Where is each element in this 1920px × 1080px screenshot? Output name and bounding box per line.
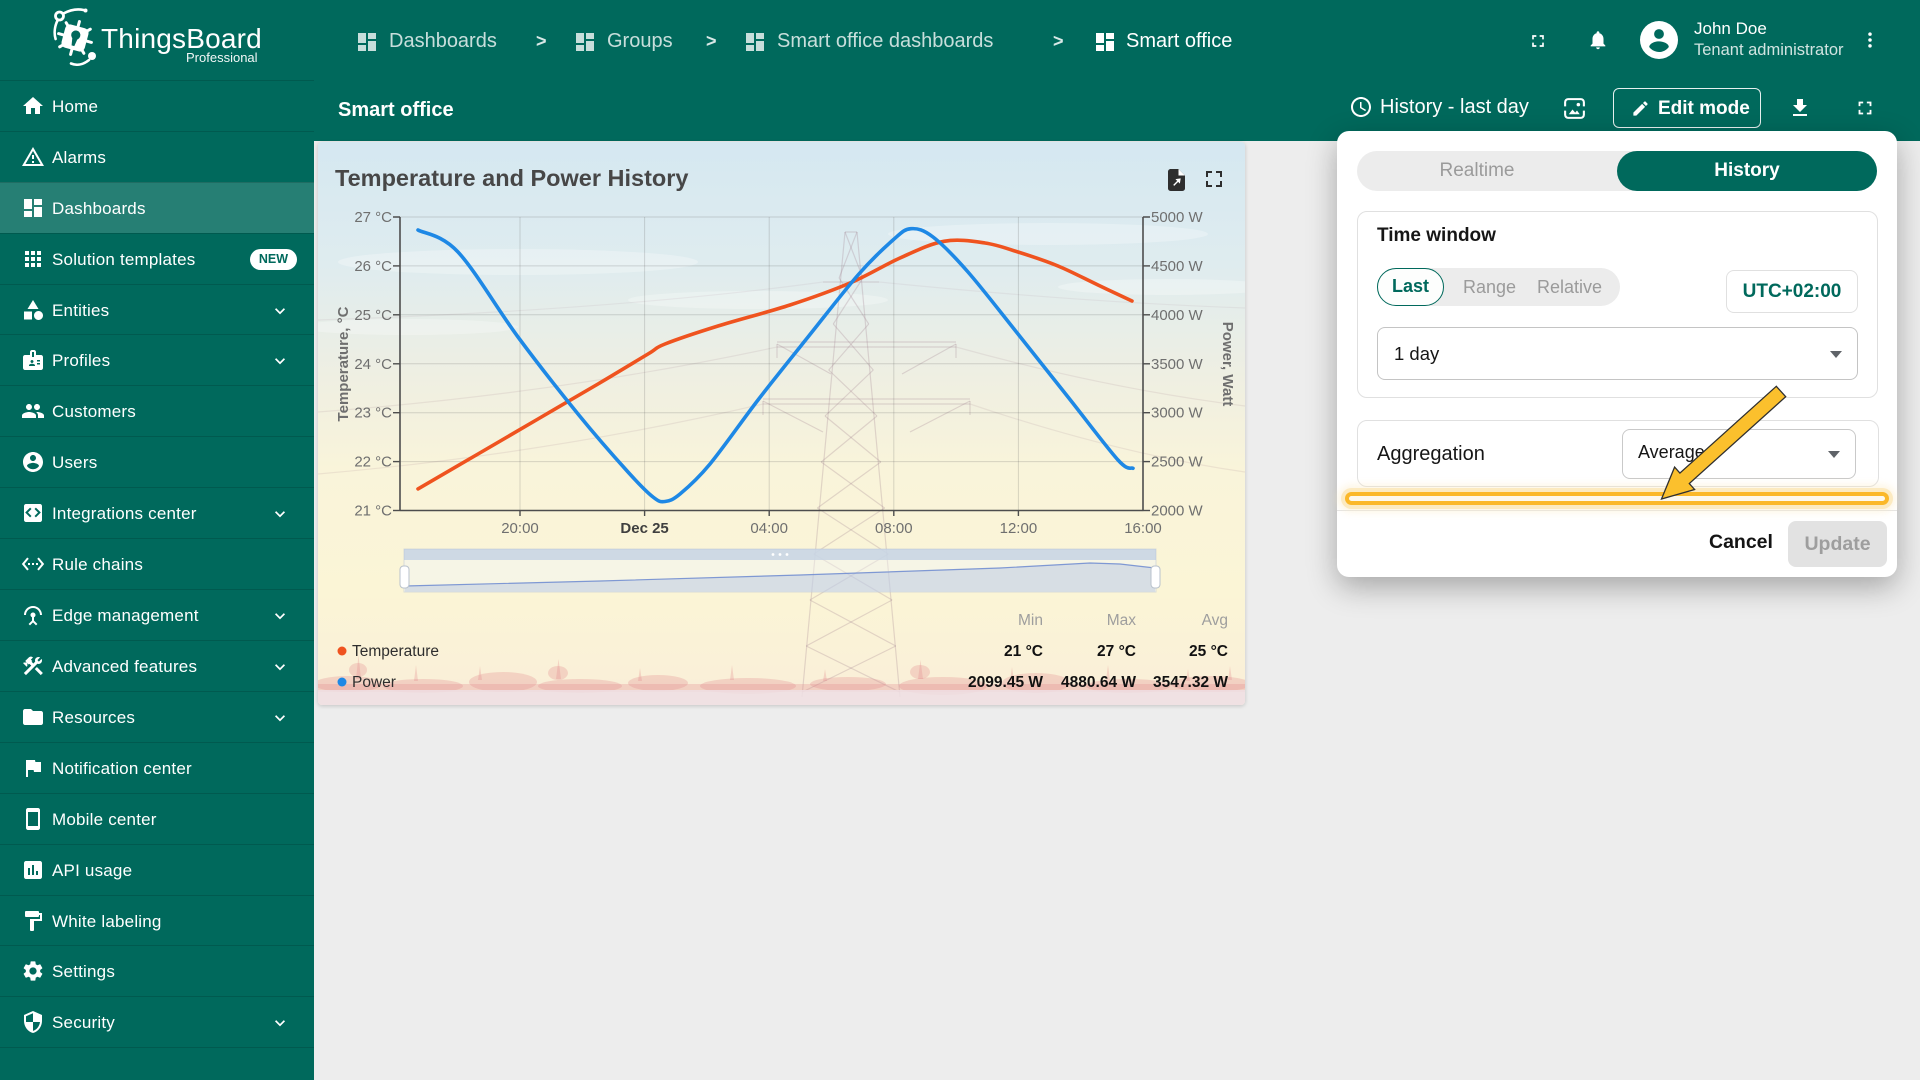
svg-text:21 °C: 21 °C bbox=[1004, 643, 1043, 660]
svg-text:2500 W: 2500 W bbox=[1151, 454, 1204, 471]
svg-text:Max: Max bbox=[1107, 612, 1137, 629]
svg-text:25 °C: 25 °C bbox=[1189, 643, 1228, 660]
svg-text:3547.32 W: 3547.32 W bbox=[1153, 674, 1228, 691]
svg-text:5000 W: 5000 W bbox=[1151, 209, 1204, 226]
svg-text:Min: Min bbox=[1018, 612, 1043, 629]
svg-text:Temperature, °C: Temperature, °C bbox=[335, 306, 352, 421]
svg-text:21 °C: 21 °C bbox=[354, 503, 392, 520]
svg-text:Power: Power bbox=[352, 674, 396, 691]
svg-text:3000 W: 3000 W bbox=[1151, 405, 1204, 422]
svg-text:4000 W: 4000 W bbox=[1151, 307, 1204, 324]
svg-text:4500 W: 4500 W bbox=[1151, 258, 1204, 275]
svg-text:16:00: 16:00 bbox=[1124, 520, 1162, 537]
svg-text:26 °C: 26 °C bbox=[354, 258, 392, 275]
svg-text:2000 W: 2000 W bbox=[1151, 503, 1204, 520]
svg-text:2099.45 W: 2099.45 W bbox=[968, 674, 1043, 691]
svg-text:24 °C: 24 °C bbox=[354, 356, 392, 373]
svg-text:Temperature and Power History: Temperature and Power History bbox=[335, 165, 688, 191]
svg-text:25 °C: 25 °C bbox=[354, 307, 392, 324]
svg-text:23 °C: 23 °C bbox=[354, 405, 392, 422]
svg-text:12:00: 12:00 bbox=[1000, 520, 1038, 537]
svg-text:27 °C: 27 °C bbox=[1097, 643, 1136, 660]
svg-text:3500 W: 3500 W bbox=[1151, 356, 1204, 373]
svg-text:Dec 25: Dec 25 bbox=[620, 520, 668, 537]
svg-text:Temperature: Temperature bbox=[352, 643, 439, 660]
svg-text:27 °C: 27 °C bbox=[354, 209, 392, 226]
svg-text:Power, Watt: Power, Watt bbox=[1219, 322, 1236, 406]
svg-text:20:00: 20:00 bbox=[501, 520, 539, 537]
svg-text:22 °C: 22 °C bbox=[354, 454, 392, 471]
svg-text:04:00: 04:00 bbox=[750, 520, 788, 537]
svg-text:4880.64 W: 4880.64 W bbox=[1061, 674, 1136, 691]
svg-text:08:00: 08:00 bbox=[875, 520, 913, 537]
svg-text:Avg: Avg bbox=[1202, 612, 1228, 629]
